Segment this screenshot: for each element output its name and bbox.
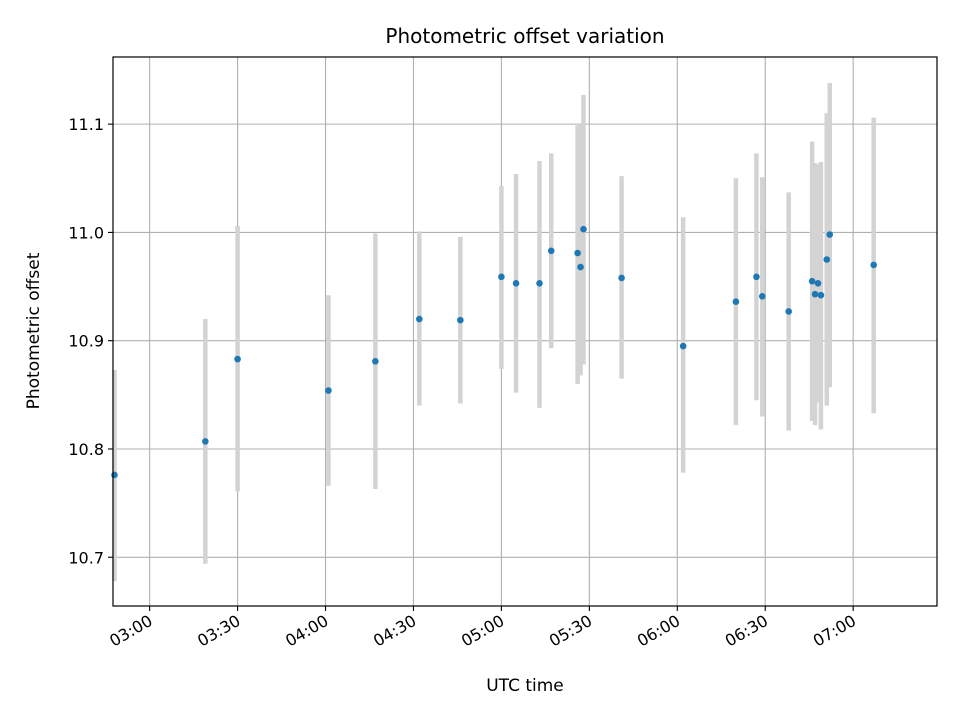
y-tick-label: 10.8 — [68, 440, 104, 459]
data-point — [823, 256, 831, 263]
data-point — [870, 261, 877, 269]
y-tick-label: 10.9 — [68, 332, 104, 351]
plot-frame — [112, 56, 938, 607]
data-point — [512, 280, 520, 287]
data-point — [811, 290, 819, 298]
y-axis-label: Photometric offset — [24, 252, 44, 409]
data-point — [325, 387, 332, 394]
data-point — [372, 357, 379, 365]
data-point — [547, 247, 555, 255]
data-point — [753, 273, 760, 281]
data-point — [416, 315, 423, 323]
data-point — [457, 316, 464, 324]
x-axis-label: UTC time — [486, 676, 564, 696]
data-point — [202, 438, 209, 445]
data-point — [817, 291, 825, 299]
data-point — [111, 471, 118, 479]
y-tick-label: 11.0 — [68, 223, 104, 242]
data-point — [826, 231, 834, 238]
data-point — [580, 225, 587, 233]
chart-title: Photometric offset variation — [385, 24, 664, 48]
y-tick-label: 11.1 — [68, 115, 104, 134]
data-point — [498, 273, 505, 281]
data-point — [577, 263, 584, 271]
y-tick-label: 10.7 — [68, 548, 104, 567]
data-point — [536, 280, 543, 287]
data-points — [111, 225, 877, 479]
grid — [113, 57, 937, 606]
y-axis-ticks: 10.7 10.8 10.9 11.0 11.1 — [68, 115, 113, 567]
data-point — [814, 280, 822, 287]
data-point — [234, 355, 241, 363]
data-point — [732, 298, 740, 306]
data-point — [758, 293, 766, 300]
data-point — [574, 249, 581, 257]
data-point — [808, 277, 816, 285]
data-point — [618, 274, 625, 282]
data-point — [785, 308, 792, 315]
data-point — [679, 342, 687, 350]
